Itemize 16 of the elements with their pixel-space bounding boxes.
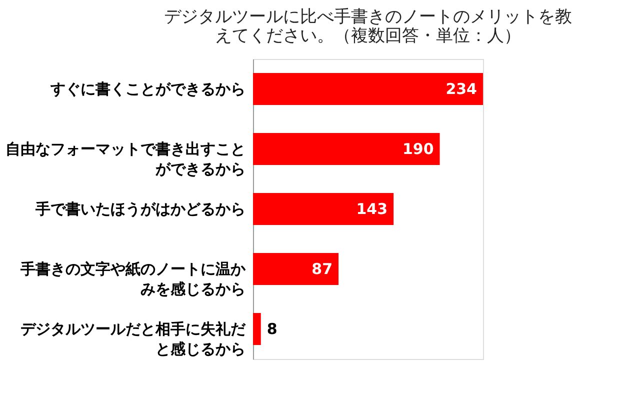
data-label: 234 [446, 80, 477, 98]
bar [253, 193, 394, 225]
y-tick-label: 自由なフォーマットで書き出すことができるから [6, 140, 246, 178]
y-tick-label: すぐに書くことができるから [50, 80, 246, 98]
chart-title: デジタルツールに比べ手書きのノートのメリットを教えてください。（複数回答・単位：人） [164, 7, 572, 46]
bar [253, 133, 440, 165]
y-tick-label: 手で書いたほうがはかどるから [34, 200, 246, 218]
data-label: 87 [312, 260, 333, 278]
y-tick-label: デジタルツールだと相手に失礼だと感じるから [20, 320, 246, 358]
bar [253, 73, 483, 105]
bar [253, 313, 261, 345]
data-label: 8 [266, 320, 278, 338]
data-label: 190 [402, 140, 434, 158]
bar [253, 253, 339, 285]
data-label: 143 [356, 200, 388, 218]
y-tick-label: 手書きの文字や紙のノートに温かみを感じるから [20, 260, 246, 298]
